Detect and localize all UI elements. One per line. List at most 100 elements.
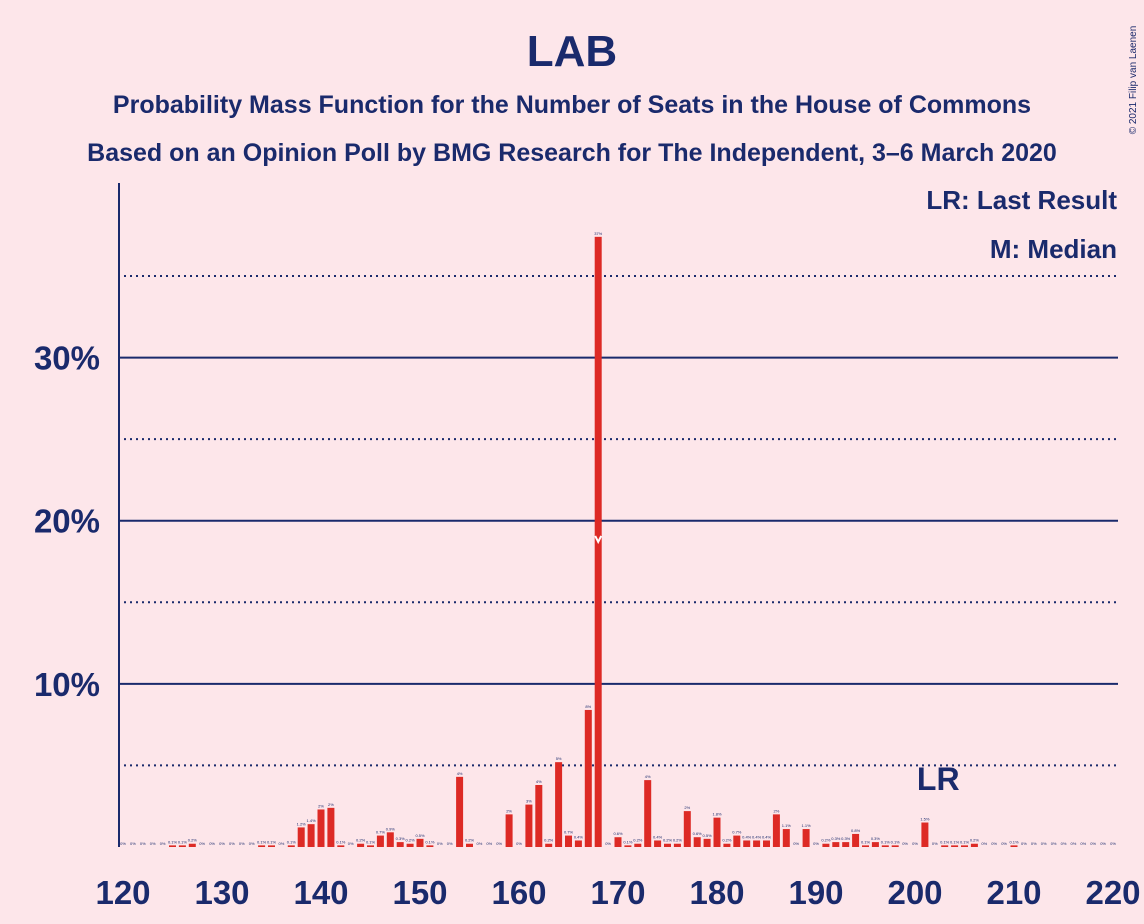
value-label: 0% — [348, 841, 354, 846]
value-label: 0% — [1071, 841, 1077, 846]
bar — [673, 843, 681, 847]
value-label: 0.1% — [891, 839, 901, 844]
x-tick-label: 210 — [986, 874, 1041, 911]
bar — [287, 845, 295, 847]
value-label: 0.2% — [633, 838, 643, 843]
bar — [307, 824, 315, 847]
value-label: 1.4% — [307, 818, 317, 823]
legend-entry: M: Median — [990, 234, 1117, 264]
value-label: 0% — [477, 841, 483, 846]
y-tick-label: 10% — [34, 666, 100, 703]
bar — [723, 843, 731, 847]
bar — [634, 843, 642, 847]
value-label: 0% — [486, 841, 492, 846]
value-label: 0.1% — [861, 839, 871, 844]
value-label: 0% — [1021, 841, 1027, 846]
value-label: 0% — [249, 841, 255, 846]
value-label: 0.3% — [831, 836, 841, 841]
copyright: © 2021 Filip van Laenen — [1128, 26, 1139, 135]
bar — [891, 845, 899, 847]
bar — [852, 833, 860, 847]
value-label: 0% — [1110, 841, 1116, 846]
value-label: 0% — [991, 841, 997, 846]
value-label: 0% — [209, 841, 215, 846]
value-label: 0.7% — [732, 830, 742, 835]
value-label: 0% — [160, 841, 166, 846]
x-tick-label: 220 — [1085, 874, 1140, 911]
x-tick-label: 120 — [95, 874, 150, 911]
bar — [376, 835, 384, 847]
value-label: 0% — [199, 841, 205, 846]
chart-subtitle: Probability Mass Function for the Number… — [113, 91, 1031, 119]
value-label: 2% — [506, 808, 512, 813]
value-label: 0.1% — [178, 839, 188, 844]
bar — [713, 817, 721, 847]
value-label: 0% — [813, 841, 819, 846]
value-label: 0.4% — [574, 834, 584, 839]
value-label: 2% — [774, 808, 780, 813]
value-label: 0.1% — [425, 839, 435, 844]
value-label: 4% — [536, 779, 542, 784]
bar — [327, 807, 335, 847]
value-label: 0.1% — [366, 839, 376, 844]
value-label: 0% — [140, 841, 146, 846]
bar — [624, 845, 632, 847]
bar — [743, 840, 751, 847]
value-label: 0% — [516, 841, 522, 846]
value-label: 0% — [793, 841, 799, 846]
bar — [456, 776, 464, 847]
bar — [574, 840, 582, 847]
value-label: 0.2% — [673, 838, 683, 843]
value-label: 0% — [239, 841, 245, 846]
x-tick-label: 180 — [689, 874, 744, 911]
x-tick-label: 150 — [392, 874, 447, 911]
chart-title: LAB — [527, 27, 617, 76]
value-label: 0% — [219, 841, 225, 846]
value-label: 2% — [318, 803, 324, 808]
bar — [466, 843, 473, 847]
bar — [664, 843, 671, 847]
bar — [258, 845, 266, 847]
bar — [367, 845, 374, 847]
bar — [396, 842, 404, 847]
bar — [555, 762, 563, 847]
bar — [871, 842, 879, 847]
bar — [862, 845, 869, 847]
bar — [337, 845, 345, 847]
value-label: 0% — [981, 841, 987, 846]
value-label: 37% — [594, 231, 602, 236]
value-label: 0.7% — [564, 830, 574, 835]
x-tick-label: 160 — [491, 874, 546, 911]
value-label: 5% — [556, 756, 562, 761]
bar — [584, 709, 592, 847]
value-label: 0.6% — [613, 831, 623, 836]
bar — [505, 814, 513, 847]
bar — [426, 845, 434, 847]
bar — [357, 843, 365, 847]
value-label: 1.1% — [782, 823, 792, 828]
value-label: 0.2% — [821, 838, 831, 843]
bar — [733, 835, 741, 847]
bar — [970, 843, 978, 847]
value-label: 0% — [1090, 841, 1096, 846]
value-label: 0.7% — [376, 830, 386, 835]
bar — [763, 840, 770, 847]
median-marker — [594, 535, 603, 545]
value-label: 0.1% — [881, 839, 891, 844]
value-label: 0% — [1051, 841, 1057, 846]
value-label: 0.3% — [841, 836, 851, 841]
value-label: 0.4% — [742, 834, 752, 839]
value-label: 0.1% — [950, 839, 960, 844]
bar — [703, 838, 711, 847]
bar — [951, 845, 959, 847]
value-label: 0% — [1041, 841, 1047, 846]
chart-subtitle: Based on an Opinion Poll by BMG Research… — [87, 139, 1057, 167]
value-label: 0% — [437, 841, 443, 846]
value-label: 0.1% — [960, 839, 970, 844]
value-label: 3% — [526, 799, 532, 804]
value-label: 0.1% — [287, 839, 297, 844]
value-label: 2% — [328, 802, 334, 807]
value-label: 0.8% — [851, 828, 861, 833]
bar — [565, 835, 572, 847]
value-label: 0% — [229, 841, 235, 846]
